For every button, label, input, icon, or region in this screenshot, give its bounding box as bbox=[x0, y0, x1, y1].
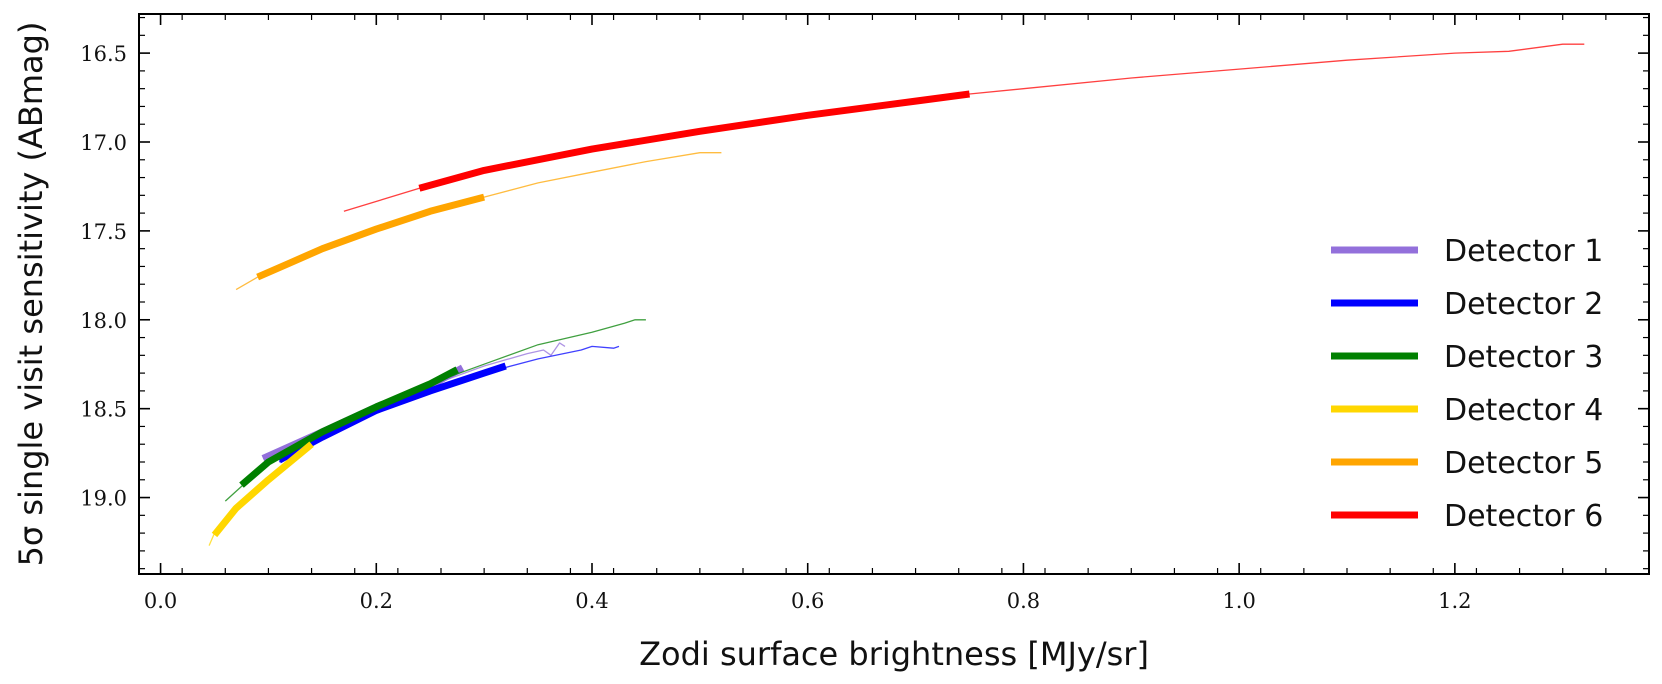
legend-label: Detector 2 bbox=[1444, 287, 1603, 322]
legend-label: Detector 5 bbox=[1444, 446, 1603, 481]
series-line-detector-3 bbox=[224, 319, 646, 502]
plot-frame bbox=[138, 13, 1650, 575]
y-tick-label: 17.5 bbox=[80, 220, 127, 244]
x-tick-label: 0.4 bbox=[575, 589, 608, 613]
series-range-detector-4 bbox=[211, 441, 314, 538]
y-tick-label: 18.5 bbox=[80, 398, 127, 422]
legend: Detector 1 Detector 2 Detector 3 Detector 4… bbox=[1331, 234, 1603, 534]
x-tick-label: 1.2 bbox=[1438, 589, 1471, 613]
series-range-detector-2 bbox=[277, 362, 507, 464]
series-range-detector-6 bbox=[418, 90, 970, 192]
y-tick-label: 19.0 bbox=[80, 487, 127, 511]
x-axis-title: Zodi surface brightness [MJy/sr] bbox=[639, 635, 1149, 673]
x-tick-label: 1.0 bbox=[1222, 589, 1255, 613]
legend-label: Detector 3 bbox=[1444, 340, 1603, 375]
legend-label: Detector 6 bbox=[1444, 499, 1603, 534]
y-axis: 16.5 17.0 17.5 18.0 18.5 19.0 bbox=[80, 16, 1649, 570]
series-line-detector-2 bbox=[278, 345, 620, 463]
x-tick-label: 0.2 bbox=[360, 589, 393, 613]
series-line-detector-6 bbox=[343, 43, 1585, 212]
series-range-detector-3 bbox=[239, 366, 459, 488]
x-tick-label: 0.6 bbox=[791, 589, 824, 613]
x-axis: 0.0 0.2 0.4 0.6 0.8 1.0 1.2 bbox=[138, 14, 1650, 613]
legend-label: Detector 4 bbox=[1444, 393, 1603, 428]
y-axis-title: 5σ single visit sensitivity (ABmag) bbox=[12, 22, 50, 567]
legend-label: Detector 1 bbox=[1444, 234, 1603, 269]
y-tick-label: 17.0 bbox=[80, 131, 127, 155]
series-range-detector-5 bbox=[256, 193, 485, 281]
y-tick-label: 16.5 bbox=[80, 42, 127, 66]
plot-series bbox=[208, 43, 1585, 546]
x-tick-label: 0.8 bbox=[1007, 589, 1040, 613]
x-tick-label: 0.0 bbox=[144, 589, 177, 613]
y-tick-label: 18.0 bbox=[80, 309, 127, 333]
